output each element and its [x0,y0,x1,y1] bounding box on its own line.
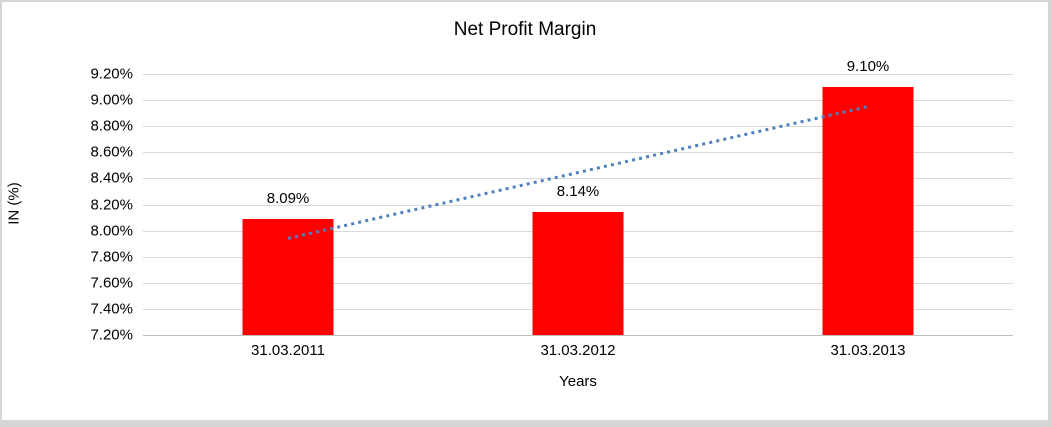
chart-title: Net Profit Margin [453,19,597,40]
y-axis-title: IN (%) [5,182,23,225]
y-tick-label: 9.20% [90,65,133,83]
gridline [143,100,1013,102]
plot-area: 8.09% 8.14% 9.10% [143,58,1013,336]
y-tick-label: 7.20% [90,326,133,344]
data-label: 8.14% [556,183,600,201]
y-tick-label: 8.00% [90,222,133,240]
x-axis-line [143,335,1013,336]
y-tick-label: 7.40% [90,300,133,318]
y-tick-label: 8.20% [90,196,133,213]
data-label: 8.09% [266,189,310,207]
bar-31.03.2012 [532,212,624,335]
gridline [143,178,1013,180]
gridline [143,126,1013,128]
gridline [143,204,1013,206]
y-tick-label: 8.40% [90,169,133,187]
x-tick-label: 31.03.2013 [830,342,906,359]
y-tick-label: 9.00% [90,91,133,109]
x-tick-label: 31.03.2012 [540,342,616,359]
y-tick-label: 8.60% [90,143,133,161]
gridline [143,152,1013,154]
y-tick-label: 8.80% [90,117,133,135]
y-tick-label: 7.80% [90,248,133,266]
trendline [287,105,869,240]
gridline [143,74,1013,75]
bar-31.03.2013 [822,87,914,335]
y-tick-label: 7.60% [90,274,133,292]
chart-area: Net Profit Margin IN (%) 9.20% 9.00% 8.80%… [2,2,1048,420]
data-label: 9.10% [846,58,890,76]
x-tick-label: 31.03.2011 [251,342,325,359]
x-axis-title: Years [559,373,597,390]
